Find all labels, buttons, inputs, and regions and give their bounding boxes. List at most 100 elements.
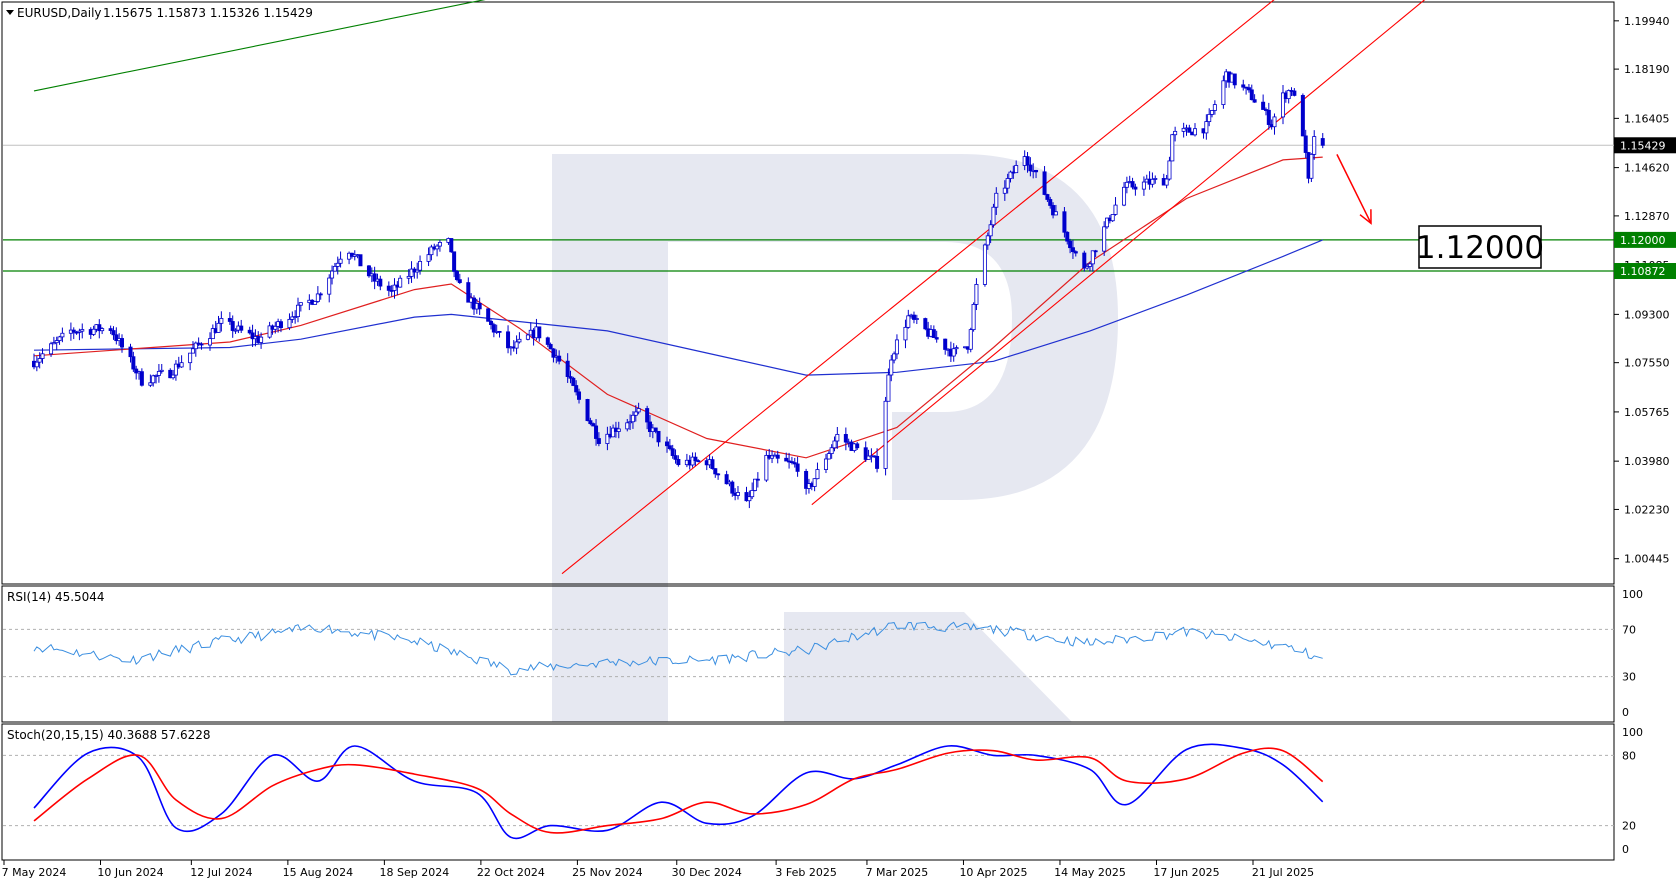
candle-down <box>1082 252 1087 269</box>
stoch-panel-frame <box>1 723 1615 861</box>
ohlc-values: 1.15675 1.15873 1.15326 1.15429 <box>103 6 313 20</box>
candle-up <box>1105 217 1110 228</box>
candle-down <box>491 324 496 333</box>
candle-up <box>60 332 65 338</box>
candle-down <box>230 321 235 331</box>
candle-down <box>111 330 116 336</box>
candle-down <box>545 337 550 345</box>
candle-up <box>1212 104 1217 111</box>
candle-down <box>466 282 471 303</box>
forecast-arrow-head <box>1359 209 1372 225</box>
candle-down <box>557 355 562 362</box>
candle-up <box>293 316 298 318</box>
candle-up <box>290 316 295 320</box>
candle-up <box>91 328 96 335</box>
stoch-label: Stoch(20,15,15) 40.3688 57.6228 <box>7 728 211 742</box>
date-tick-label: 12 Jul 2024 <box>190 866 252 879</box>
candle-up <box>994 192 999 208</box>
stoch-axis-label: 0 <box>1622 843 1629 856</box>
candle-down <box>673 455 678 460</box>
candle-up <box>398 277 403 288</box>
candle-up <box>1090 250 1095 265</box>
candle-down <box>591 423 596 427</box>
candle-up <box>770 455 775 459</box>
candle-down <box>318 293 323 296</box>
candle-up <box>392 284 397 291</box>
candle-up <box>332 266 337 272</box>
stoch-signal-line <box>33 747 1324 834</box>
symbol-dropdown-icon[interactable] <box>6 10 14 15</box>
candle-down <box>1249 89 1254 101</box>
candle-down <box>792 462 797 465</box>
candle-up <box>273 325 278 330</box>
candle-down <box>486 308 491 322</box>
stoch-axis-label: 80 <box>1622 749 1636 762</box>
main-panel-frame <box>1 1 1615 585</box>
candle-down <box>114 334 119 342</box>
candle-up <box>1122 186 1127 206</box>
price-tick-label: 1.19940 <box>1624 15 1670 28</box>
candle-down <box>863 447 868 460</box>
candle-up <box>418 260 423 271</box>
candle-up <box>219 318 224 324</box>
candle-down <box>670 448 675 456</box>
candle-up <box>54 340 59 344</box>
rsi-label: RSI(14) 45.5044 <box>7 590 105 604</box>
candle-down <box>855 443 860 449</box>
candle-down <box>1093 250 1098 253</box>
candle-down <box>250 332 255 340</box>
candle-up <box>298 302 303 306</box>
date-tick-label: 25 Nov 2024 <box>572 866 642 879</box>
candle-down <box>577 391 582 400</box>
candle-up <box>156 370 161 376</box>
candle-down <box>1025 156 1030 166</box>
candle-up <box>951 348 956 357</box>
candle-down <box>1068 240 1073 249</box>
candle-up <box>335 262 340 267</box>
candle-up <box>313 301 318 305</box>
stoch-axis-label: 100 <box>1622 726 1643 739</box>
symbol-label: EURUSD,Daily <box>17 6 102 20</box>
candle-up <box>1281 92 1286 118</box>
date-tick-label: 14 May 2025 <box>1054 866 1126 879</box>
candle-up <box>415 269 420 273</box>
price-tick-label: 1.14620 <box>1624 162 1670 175</box>
candle-down <box>386 285 391 291</box>
candle-down <box>1261 101 1266 110</box>
candle-up <box>40 353 45 359</box>
date-tick-label: 30 Dec 2024 <box>672 866 742 879</box>
candle-up <box>1110 214 1115 222</box>
candle-down <box>1048 199 1053 206</box>
candle-up <box>151 375 156 384</box>
candle-down <box>795 463 800 472</box>
candle-up <box>1014 165 1019 174</box>
candle-up <box>1207 113 1212 123</box>
candle-down <box>477 303 482 310</box>
date-tick-label: 15 Aug 2024 <box>283 866 353 879</box>
candle-down <box>247 329 252 334</box>
candle-up <box>826 453 831 460</box>
current-price-label: 1.15429 <box>1620 139 1666 152</box>
level-value-box <box>1614 231 1676 248</box>
stoch-main-line <box>33 743 1324 840</box>
candle-up <box>829 447 834 454</box>
candle-down <box>784 457 789 462</box>
candle-up <box>889 359 894 376</box>
candle-up <box>80 329 85 332</box>
candle-down <box>875 455 880 469</box>
candle-down <box>656 430 661 443</box>
candle-up <box>690 456 695 466</box>
candle-up <box>1087 263 1092 267</box>
candle-down <box>804 470 809 489</box>
candle-up <box>605 433 610 444</box>
candle-down <box>239 325 244 331</box>
candle-up <box>1204 121 1209 134</box>
candle-up <box>892 353 897 361</box>
candle-down <box>372 273 377 282</box>
candle-down <box>134 368 139 374</box>
candle-up <box>295 304 300 317</box>
rsi-axis-label: 70 <box>1622 623 1636 636</box>
candle-up <box>426 254 431 262</box>
candle-down <box>724 474 729 485</box>
